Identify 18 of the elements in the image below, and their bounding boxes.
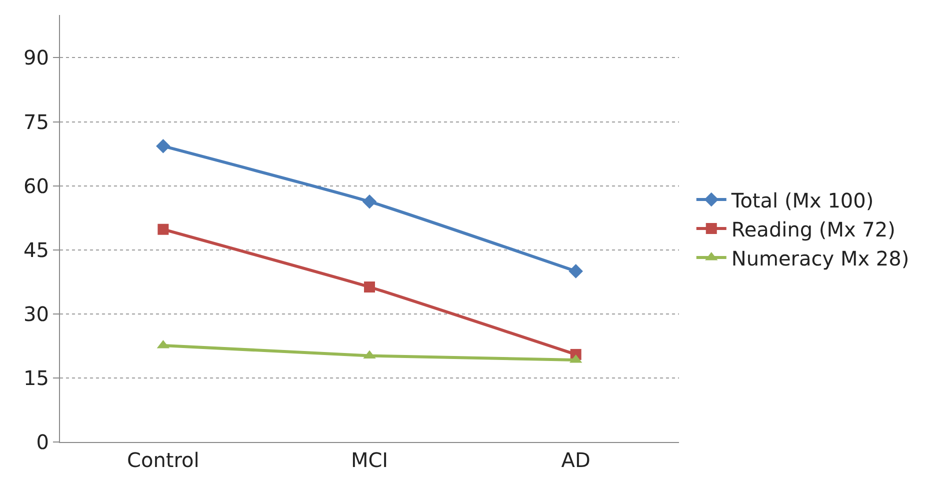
y-tick-label: 30 bbox=[24, 302, 49, 326]
y-tick-label: 90 bbox=[24, 46, 49, 70]
y-tick-label: 60 bbox=[24, 174, 49, 198]
legend-label: Numeracy Mx 28) bbox=[731, 246, 910, 270]
point bbox=[568, 264, 583, 278]
point bbox=[158, 224, 169, 235]
x-tick-label: AD bbox=[561, 448, 590, 472]
y-tick-label: 45 bbox=[24, 238, 49, 262]
y-tick-label: 0 bbox=[36, 430, 49, 454]
legend-label: Reading (Mx 72) bbox=[731, 217, 896, 242]
point bbox=[364, 282, 375, 292]
x-tick-label: MCI bbox=[350, 448, 388, 472]
y-tick-label: 75 bbox=[24, 110, 49, 134]
y-tick-label: 15 bbox=[24, 366, 49, 390]
x-tick-label: Control bbox=[127, 448, 200, 472]
point bbox=[362, 194, 377, 209]
point bbox=[156, 138, 170, 154]
legend-label: Total (Mx 100) bbox=[730, 188, 874, 212]
